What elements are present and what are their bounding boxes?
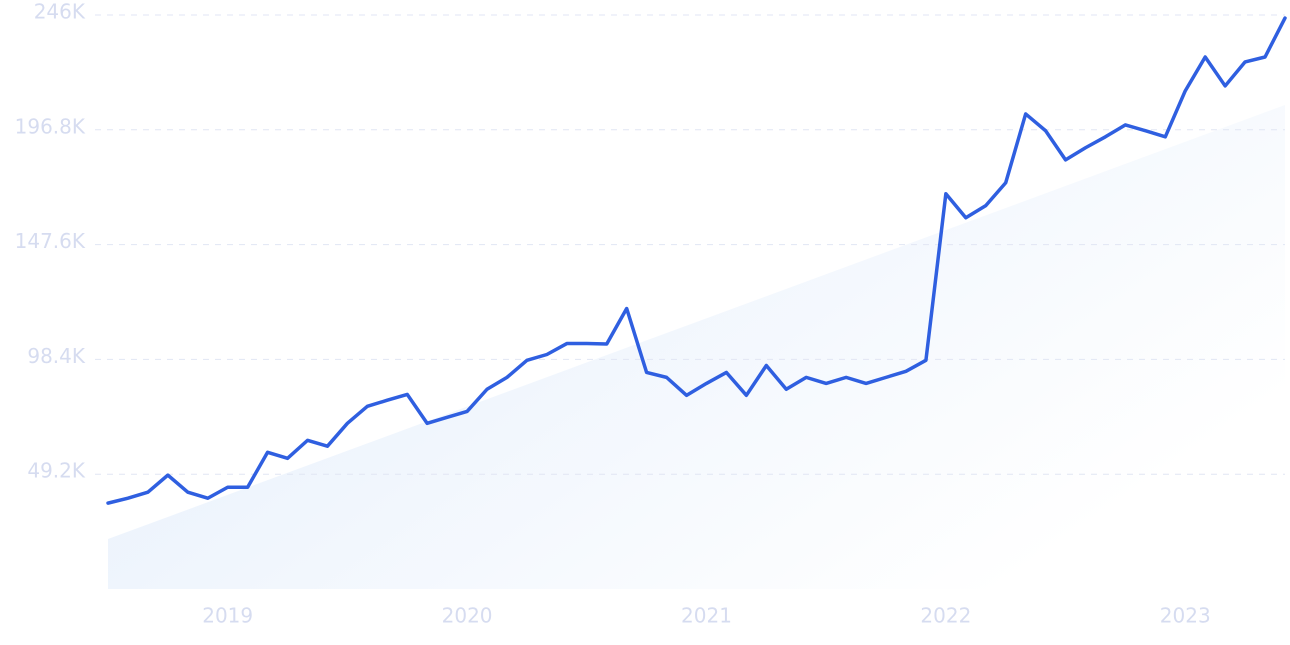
y-tick-label: 147.6K (15, 229, 86, 253)
y-tick-label: 98.4K (27, 344, 86, 368)
x-tick-label: 2020 (442, 604, 493, 628)
data-line (106, 16, 1287, 505)
y-tick-label: 246K (34, 0, 86, 24)
x-tick-label: 2019 (202, 604, 253, 628)
y-tick-label: 49.2K (27, 459, 86, 483)
x-tick-label: 2021 (681, 604, 732, 628)
x-tick-label: 2022 (920, 604, 971, 628)
y-tick-label: 196.8K (15, 114, 86, 138)
x-tick-label: 2023 (1160, 604, 1211, 628)
trend-area (108, 105, 1285, 589)
